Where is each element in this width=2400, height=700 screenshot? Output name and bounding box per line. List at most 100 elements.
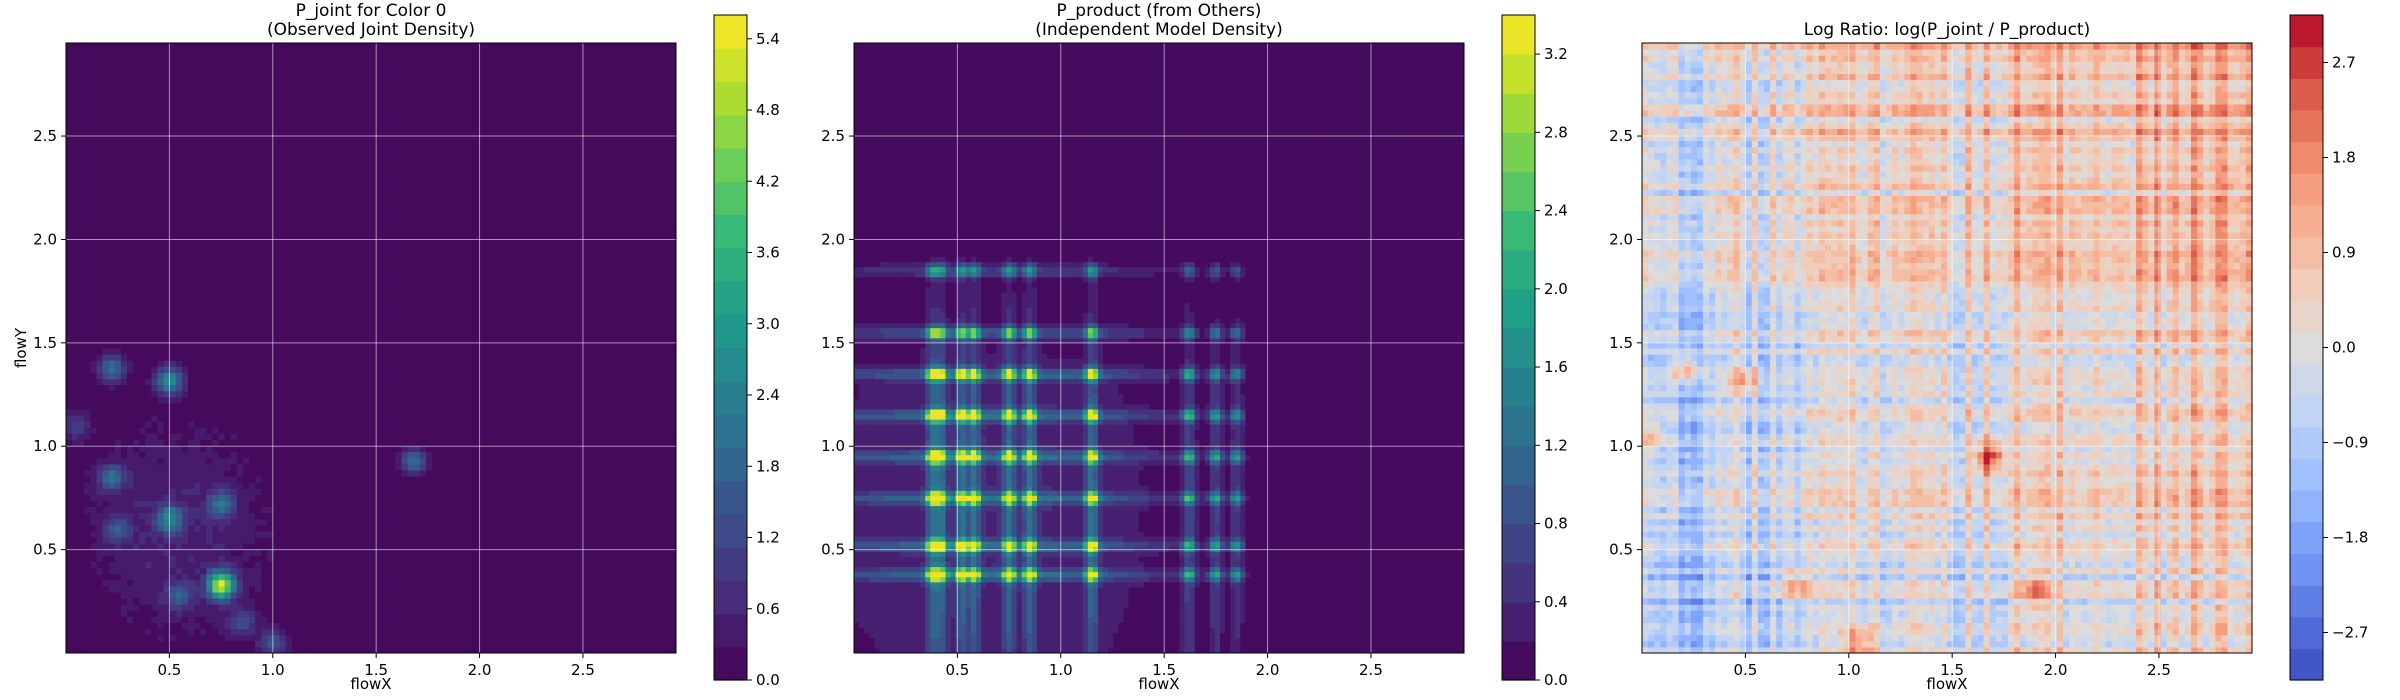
colorbar-tick-label: 3.0 — [756, 315, 780, 333]
colorbar-segment — [714, 48, 747, 83]
colorbar-segment — [714, 414, 747, 448]
y-tick-label: 2.5 — [1609, 127, 1633, 145]
colorbar-segment — [2290, 616, 2323, 649]
x-tick-label: 1.5 — [364, 661, 388, 679]
y-tick-label: 0.5 — [821, 541, 845, 559]
y-tick-label: 1.5 — [33, 334, 57, 352]
x-tick-label: 0.5 — [157, 661, 181, 679]
x-axis-label: flowX — [1138, 675, 1179, 693]
x-tick-label: 1.5 — [1152, 661, 1176, 679]
panel-subtitle: (Observed Joint Density) — [267, 20, 475, 40]
colorbar-segment — [1502, 171, 1535, 212]
y-tick-label: 2.0 — [1609, 230, 1633, 248]
colorbar-segment — [714, 347, 747, 382]
colorbar-tick-label: 4.2 — [756, 172, 780, 190]
heatmap-log-ratio — [1642, 43, 2252, 653]
colorbar-segment — [2290, 300, 2323, 333]
x-tick-label: 2.5 — [1359, 661, 1383, 679]
colorbar-segment — [1502, 406, 1535, 446]
panel-product-density: P_product (from Others) (Independent Mod… — [821, 1, 1568, 693]
colorbar-segment — [714, 214, 747, 249]
x-axis-ticks: 0.5 1.0 1.5 2.0 2.5 — [157, 653, 595, 679]
colorbar-segment — [1502, 15, 1535, 55]
colorbar-segment — [714, 480, 747, 515]
x-tick-label: 2.0 — [468, 661, 492, 679]
colorbar-segment — [714, 646, 747, 681]
colorbar-segment — [2290, 553, 2323, 586]
colorbar-tick-label: 0.0 — [756, 671, 780, 689]
colorbar-tick-label: −0.9 — [2332, 434, 2368, 452]
colorbar-tick-label: 0.8 — [1544, 515, 1568, 533]
x-tick-label: 1.5 — [1940, 661, 1964, 679]
y-axis-ticks: 0.5 1.0 1.5 2.0 2.5 — [821, 127, 854, 559]
colorbar-segment — [714, 380, 747, 415]
x-tick-label: 2.0 — [1256, 661, 1280, 679]
colorbar-tick-label: 0.4 — [1544, 593, 1568, 611]
x-axis-ticks: 0.5 1.0 1.5 2.0 2.5 — [945, 653, 1383, 679]
heatmap-joint — [66, 43, 676, 653]
colorbar-tick-label: 4.8 — [756, 101, 780, 119]
colorbar-segment — [2290, 458, 2323, 491]
colorbar-tick-label: 5.4 — [756, 30, 780, 48]
x-tick-label: 2.0 — [2044, 661, 2068, 679]
gridlines — [1642, 43, 2252, 653]
panel-title: P_joint for Color 0 — [296, 1, 447, 21]
colorbar-segment — [1502, 54, 1535, 94]
gridlines — [854, 43, 1464, 653]
colorbar-tick-label: 2.8 — [1544, 123, 1568, 141]
colorbar-segment — [714, 15, 747, 49]
colorbar-segment — [2290, 205, 2323, 238]
colorbar-segment — [1502, 445, 1535, 486]
colorbar-tick-label: 1.2 — [1544, 436, 1568, 454]
y-tick-label: 2.0 — [821, 230, 845, 248]
x-tick-label: 2.5 — [2147, 661, 2171, 679]
gridlines — [66, 43, 676, 653]
x-tick-label: 1.0 — [1837, 661, 1861, 679]
colorbar-segment — [1502, 210, 1535, 251]
colorbar-segment — [2290, 268, 2323, 301]
colorbar-tick-label: 1.8 — [756, 457, 780, 475]
y-axis-ticks: 0.5 1.0 1.5 2.0 2.5 — [1609, 127, 1642, 559]
colorbar-segment — [714, 114, 747, 149]
colorbar-segment — [1502, 288, 1535, 329]
colorbar-frame — [1501, 14, 1536, 681]
x-axis-label: flowX — [1926, 675, 1967, 693]
y-tick-label: 0.5 — [33, 541, 57, 559]
colorbar-segment — [1502, 562, 1535, 603]
colorbar-tick-label: 0.9 — [2332, 244, 2356, 262]
x-tick-label: 0.5 — [945, 661, 969, 679]
colorbar-segment — [2290, 648, 2323, 681]
colorbar-tick-label: 1.8 — [2332, 149, 2356, 167]
panel-title: P_product (from Others) — [1057, 1, 1262, 21]
colorbar-segment — [714, 447, 747, 482]
colorbar-segment — [714, 613, 747, 648]
y-tick-label: 1.0 — [1609, 437, 1633, 455]
colorbar-tick-label: 0.0 — [2332, 339, 2356, 357]
y-axis-ticks: 0.5 1.0 1.5 2.0 2.5 — [33, 127, 66, 559]
colorbar-segment — [2290, 490, 2323, 523]
colorbar-tick-label: −2.7 — [2332, 624, 2368, 642]
y-tick-label: 1.5 — [1609, 334, 1633, 352]
x-tick-label: 1.0 — [261, 661, 285, 679]
colorbar-segment — [2290, 46, 2323, 79]
colorbar-product: 0.0 0.4 0.8 1.2 1.6 2.0 2.4 2.8 3.2 — [1501, 14, 1568, 689]
colorbar-tick-label: 1.2 — [756, 529, 780, 547]
colorbar-segment — [1502, 523, 1535, 564]
colorbar-tick-label: 0.6 — [756, 600, 780, 618]
colorbar-segment — [2290, 15, 2323, 48]
colorbar-segment — [2290, 173, 2323, 206]
plot-frame — [65, 42, 677, 654]
y-tick-label: 2.0 — [33, 230, 57, 248]
colorbar-tick-label: 3.2 — [1544, 45, 1568, 63]
colorbar-tick-label: 2.4 — [756, 386, 780, 404]
colorbar-segment — [1502, 132, 1535, 173]
panel-title: Log Ratio: log(P_joint / P_product) — [1804, 20, 2090, 40]
colorbar-tick-label: 2.0 — [1544, 280, 1568, 298]
heatmap-product — [854, 43, 1464, 653]
colorbar-segment — [2290, 331, 2323, 364]
y-tick-label: 1.5 — [821, 334, 845, 352]
panel-log-ratio: Log Ratio: log(P_joint / P_product) 0.5 1… — [1609, 14, 2368, 693]
colorbar-segment — [1502, 367, 1535, 407]
colorbar-segment — [714, 247, 747, 282]
colorbar-segment — [2290, 110, 2323, 143]
